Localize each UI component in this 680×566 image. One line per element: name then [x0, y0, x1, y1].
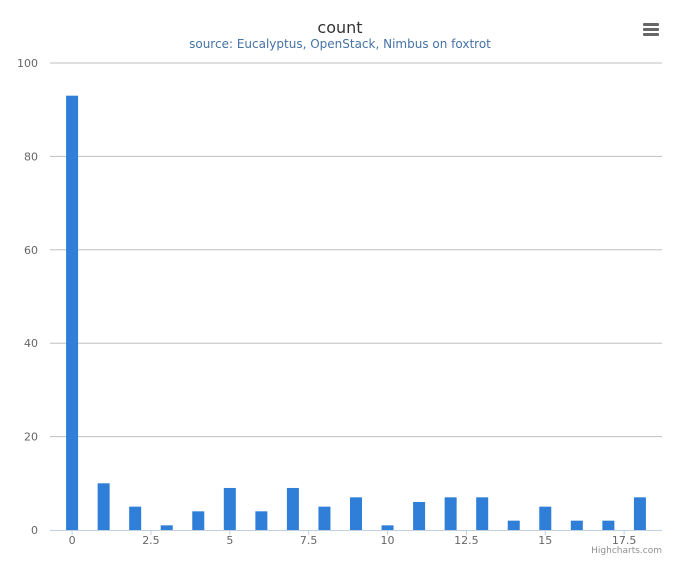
x-tick-label: 12.5 [454, 534, 479, 547]
bar[interactable] [444, 497, 457, 530]
bar[interactable] [633, 497, 646, 530]
y-tick-label: 0 [31, 524, 38, 537]
x-axis-labels: 0 2.5 5 7.5 10 12.5 15 17.5 [69, 534, 637, 547]
y-tick-label: 20 [24, 431, 38, 444]
bar[interactable] [507, 520, 520, 530]
bar[interactable] [318, 506, 331, 530]
y-tick-label: 80 [24, 150, 38, 163]
chart-subtitle: source: Eucalyptus, OpenStack, Nimbus on… [189, 37, 491, 51]
y-grid [50, 62, 662, 438]
chart-title: count [317, 18, 362, 37]
bar[interactable] [192, 511, 205, 530]
bar[interactable] [381, 525, 394, 530]
x-tick-label: 7.5 [300, 534, 318, 547]
bar[interactable] [129, 506, 142, 530]
bar[interactable] [255, 511, 268, 530]
x-tick-label: 2.5 [142, 534, 160, 547]
x-axis-ticks [71, 530, 625, 535]
bars [66, 95, 646, 530]
bar[interactable] [539, 506, 552, 530]
bar[interactable] [413, 501, 426, 530]
y-tick-label: 60 [24, 244, 38, 257]
y-tick-label: 40 [24, 337, 38, 350]
credits-link[interactable]: Highcharts.com [591, 546, 662, 556]
y-axis-labels: 0 20 40 60 80 100 [17, 57, 38, 537]
bar[interactable] [476, 497, 489, 530]
bar[interactable] [97, 483, 110, 530]
x-tick-label: 0 [69, 534, 76, 547]
x-tick-label: 5 [226, 534, 233, 547]
bar[interactable] [570, 520, 583, 530]
bar[interactable] [350, 497, 362, 530]
x-tick-label: 15 [538, 534, 552, 547]
hamburger-menu-icon [643, 23, 659, 36]
bar[interactable] [223, 487, 236, 530]
x-tick-label: 10 [381, 534, 395, 547]
bar[interactable] [286, 487, 299, 530]
x-tick-label: 17.5 [612, 534, 637, 547]
bar[interactable] [160, 525, 173, 530]
export-menu-button[interactable] [640, 18, 662, 40]
y-tick-label: 100 [17, 57, 38, 70]
bar[interactable] [602, 520, 615, 530]
bar[interactable] [66, 95, 79, 530]
